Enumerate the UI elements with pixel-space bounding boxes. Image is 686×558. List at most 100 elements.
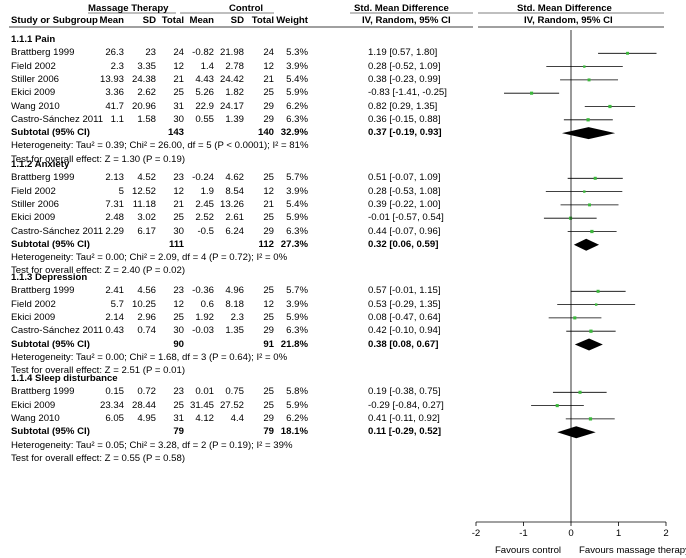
subtotal-label: Subtotal (95% CI): [11, 127, 90, 139]
subtotal-n1: 90: [173, 338, 184, 350]
study-m1: 0.15: [105, 386, 124, 398]
study-sd1: 20.96: [131, 100, 156, 112]
study-n1: 25: [173, 399, 184, 411]
study-marker: [588, 417, 593, 421]
study-marker: [573, 316, 577, 320]
subtotal-diamond: [573, 238, 600, 251]
study-m2: 2.45: [195, 198, 214, 210]
study-m2: 31.45: [189, 399, 214, 411]
overall-effect-text: Test for overall effect: Z = 2.40 (P = 0…: [11, 265, 186, 277]
study-n1: 12: [173, 298, 184, 310]
study-ci: 0.38 [-0.23, 0.99]: [368, 73, 441, 85]
study-marker: [583, 65, 586, 68]
study-n1: 30: [173, 113, 184, 125]
weight-header: Weight: [276, 15, 308, 26]
x-tick-label: 1: [615, 528, 622, 539]
study-marker: [593, 176, 597, 180]
study-name: Ekici 2009: [11, 311, 56, 323]
study-name: Wang 2010: [11, 412, 60, 424]
subtotal-weight: 27.3%: [280, 238, 308, 250]
subtotal-diamond: [557, 426, 596, 439]
study-sd2: 13.26: [219, 198, 244, 210]
study-sd2: 0.75: [225, 386, 244, 398]
study-n1: 25: [173, 311, 184, 323]
study-sd1: 0.74: [137, 325, 156, 337]
study-sd2: 27.52: [219, 399, 244, 411]
study-weight: 5.3%: [286, 47, 308, 59]
study-ci: 0.39 [-0.22, 1.00]: [368, 198, 441, 210]
study-weight: 3.9%: [286, 185, 308, 197]
study-ci: 0.19 [-0.38, 0.75]: [368, 386, 441, 398]
study-name: Ekici 2009: [11, 87, 56, 99]
study-n1: 23: [173, 285, 184, 297]
overall-effect-text: Test for overall effect: Z = 2.51 (P = 0…: [11, 365, 186, 377]
study-marker: [586, 118, 590, 122]
study-n2: 29: [263, 325, 274, 337]
subtotal-weight: 21.8%: [280, 338, 308, 350]
study-m2: -0.82: [192, 47, 214, 59]
subtotal-n1: 143: [167, 127, 184, 139]
study-n2: 25: [263, 212, 274, 224]
study-name: Castro-Sánchez 2011: [11, 325, 104, 337]
subtotal-weight: 32.9%: [280, 127, 308, 139]
study-n2: 25: [263, 172, 274, 184]
study-m2: 22.9: [195, 100, 214, 112]
overall-effect-text: Test for overall effect: Z = 0.55 (P = 0…: [11, 452, 186, 464]
study-n2: 25: [263, 87, 274, 99]
total1-header: Total: [161, 15, 184, 26]
study-name: Brattberg 1999: [11, 386, 75, 398]
study-m2: -0.36: [192, 285, 214, 297]
sd1-header: SD: [142, 15, 156, 26]
subtotal-ci: 0.37 [-0.19, 0.93]: [368, 127, 442, 139]
study-name: Field 2002: [11, 60, 56, 72]
study-n2: 25: [263, 399, 274, 411]
study-n2: 24: [263, 47, 274, 59]
study-weight: 5.9%: [286, 87, 308, 99]
mean2-header: Mean: [189, 15, 214, 26]
study-m1: 41.7: [105, 100, 124, 112]
study-sd2: 24.42: [219, 73, 244, 85]
group-title: 1.1.4 Sleep disturbance: [11, 373, 118, 384]
study-n1: 24: [173, 47, 184, 59]
study-sd1: 0.72: [137, 386, 156, 398]
study-marker: [596, 289, 600, 293]
study-column-header: Study or Subgroup: [11, 15, 98, 26]
study-sd2: 4.62: [225, 172, 244, 184]
study-n1: 21: [173, 73, 184, 85]
study-weight: 6.2%: [286, 412, 308, 424]
subtotal-weight: 18.1%: [280, 426, 308, 438]
study-sd1: 10.25: [131, 298, 156, 310]
study-m1: 23.34: [99, 399, 124, 411]
study-m1: 5.7: [110, 298, 124, 310]
study-sd1: 28.44: [131, 399, 156, 411]
smd-header: Std. Mean Difference: [354, 3, 449, 14]
study-m1: 1.1: [110, 113, 124, 125]
study-sd2: 2.78: [225, 60, 244, 72]
group-title: 1.1.3 Depression: [11, 272, 88, 283]
study-n1: 31: [173, 100, 184, 112]
study-m1: 2.41: [105, 285, 124, 297]
study-weight: 3.9%: [286, 60, 308, 72]
study-m2: 1.92: [195, 311, 214, 323]
study-n1: 30: [173, 325, 184, 337]
study-n2: 12: [263, 185, 274, 197]
study-sd1: 2.62: [137, 87, 156, 99]
study-sd2: 1.35: [225, 325, 244, 337]
study-n1: 31: [173, 412, 184, 424]
study-ci: 0.53 [-0.29, 1.35]: [368, 298, 441, 310]
study-m2: 1.4: [200, 60, 214, 72]
study-name: Ekici 2009: [11, 399, 56, 411]
study-m2: 0.6: [200, 298, 214, 310]
study-m2: -0.24: [192, 172, 214, 184]
group-title: 1.1.2 Anxiety: [11, 159, 70, 170]
study-name: Field 2002: [11, 185, 56, 197]
subtotal-n2: 91: [263, 338, 274, 350]
subtotal-ci: 0.38 [0.08, 0.67]: [368, 338, 439, 350]
study-n2: 25: [263, 311, 274, 323]
study-sd1: 2.96: [137, 311, 156, 323]
study-ci: 0.41 [-0.11, 0.92]: [368, 412, 440, 424]
study-n2: 29: [263, 412, 274, 424]
study-n2: 12: [263, 298, 274, 310]
study-sd1: 4.95: [137, 412, 156, 424]
study-n2: 21: [263, 73, 274, 85]
